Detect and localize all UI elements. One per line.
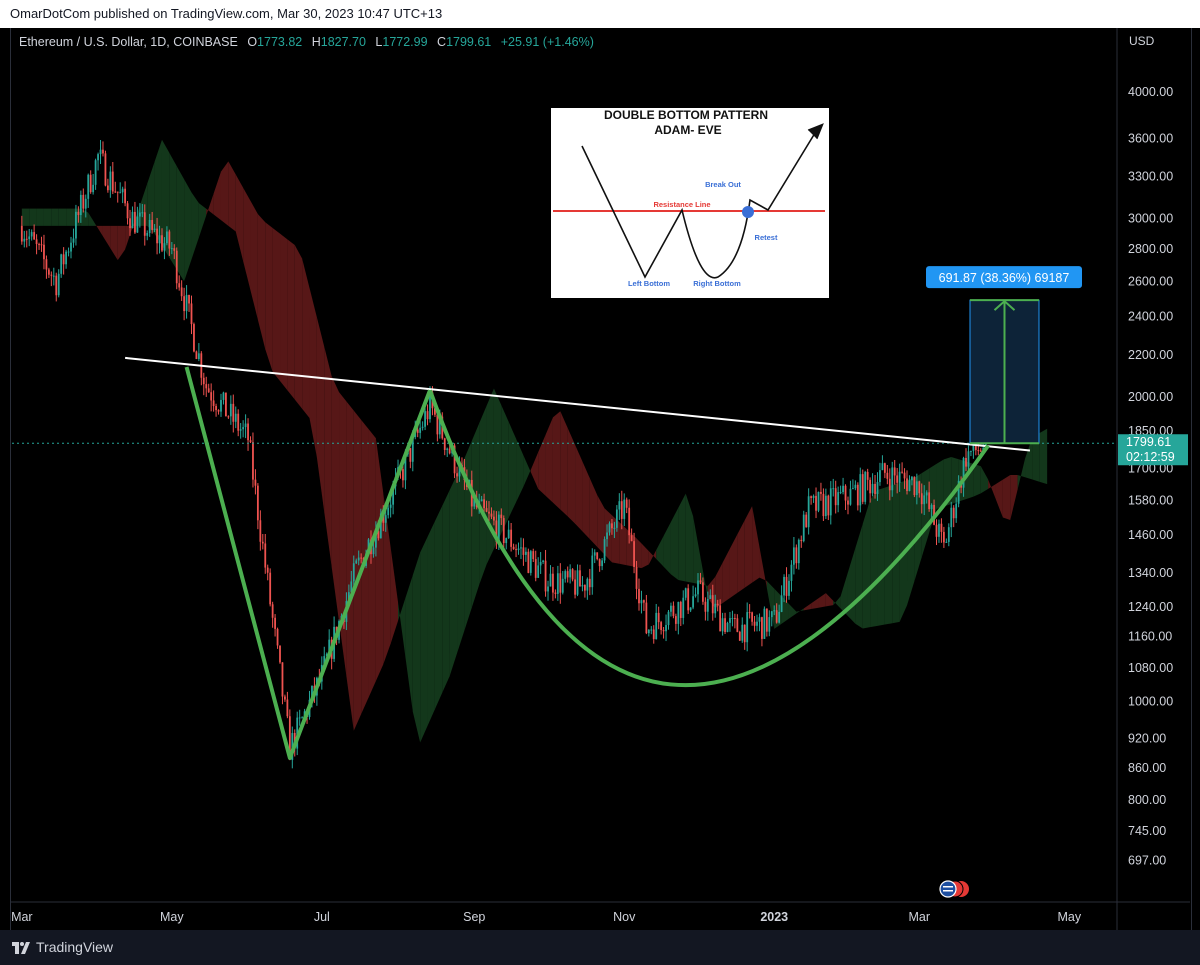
- change-value: +25.91 (+1.46%): [500, 35, 594, 49]
- chart-panel[interactable]: Ethereum / U.S. Dollar, 1D, COINBASE O17…: [10, 28, 1192, 930]
- low-value: 1772.99: [382, 35, 428, 49]
- symbol-legend: Ethereum / U.S. Dollar, 1D, COINBASE O17…: [19, 35, 594, 49]
- high-label: H: [311, 35, 321, 49]
- publish-text: OmarDotCom published on TradingView.com,…: [10, 6, 443, 21]
- tradingview-logo-icon: [12, 942, 30, 954]
- brand-name: TradingView: [36, 939, 114, 955]
- symbol-name[interactable]: Ethereum / U.S. Dollar, 1D, COINBASE: [19, 35, 238, 49]
- low-label: L: [375, 35, 383, 49]
- close-value: 1799.61: [446, 35, 492, 49]
- high-value: 1827.70: [320, 35, 366, 49]
- currency-label[interactable]: USD: [1129, 34, 1155, 48]
- tradingview-logo[interactable]: TradingView: [12, 939, 113, 955]
- open-label: O: [247, 35, 258, 49]
- footer-bar: TradingView: [0, 930, 1200, 965]
- open-value: 1773.82: [257, 35, 303, 49]
- publish-header: OmarDotCom published on TradingView.com,…: [0, 0, 1200, 28]
- close-label: C: [437, 35, 447, 49]
